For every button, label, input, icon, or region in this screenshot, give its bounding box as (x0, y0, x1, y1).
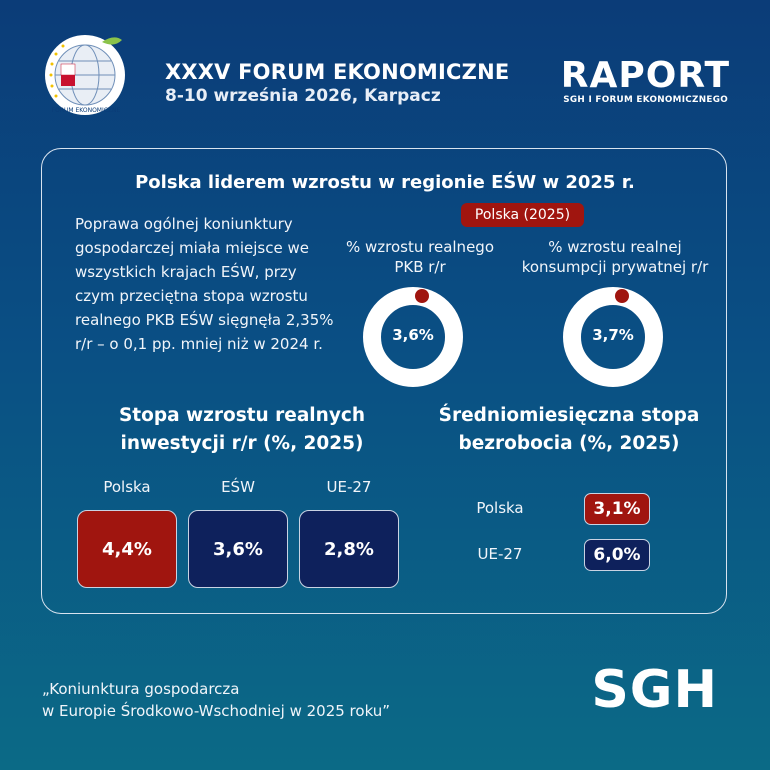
footer-quote: „Koniunktura gospodarcza w Europie Środk… (42, 678, 390, 722)
unemployment-title-line2: bezrobocia (%, 2025) (458, 433, 680, 454)
poland-badge: Polska (2025) (461, 203, 584, 227)
header: FORUM EKONOMICZNE XXXV FORUM EKONOMICZNE… (0, 0, 770, 140)
forum-ekonomiczne-globe-icon: FORUM EKONOMICZNE (45, 35, 125, 115)
gdp-donut (363, 287, 463, 387)
sgh-logo: SGH (591, 660, 718, 720)
footer-quote-line2: w Europie Środkowo-Wschodniej w 2025 rok… (42, 702, 391, 720)
consumption-label-line1: % wzrostu realnej (548, 238, 682, 256)
report-subtitle: SGH I FORUM EKONOMICZNEGO (563, 95, 728, 105)
card-title: Polska liderem wzrostu w regionie EŚW w … (135, 172, 635, 193)
investment-value-polska: 4,4% (77, 510, 177, 588)
investment-label-polska: Polska (103, 478, 151, 496)
intro-text: Poprawa ogólnej koniunktury gospodarczej… (75, 215, 334, 353)
footer-quote-line1: „Koniunktura gospodarcza (42, 680, 240, 698)
investment-value-esw: 3,6% (188, 510, 288, 588)
consumption-donut (563, 287, 663, 387)
unemployment-title: Średniomiesięczna stopa bezrobocia (%, 2… (419, 402, 719, 458)
report-title: RAPORT (560, 55, 730, 96)
investment-value-ue27: 2,8% (299, 510, 399, 588)
unemployment-value-ue27: 6,0% (584, 539, 650, 571)
investment-title: Stopa wzrostu realnych inwestycji r/r (%… (92, 402, 392, 458)
consumption-donut-ring (563, 287, 663, 387)
summary-card (41, 148, 727, 614)
unemployment-value-polska: 3,1% (584, 493, 650, 525)
consumption-donut-value: 3,7% (592, 326, 634, 344)
gdp-donut-marker (415, 289, 429, 303)
investment-title-line1: Stopa wzrostu realnych (118, 405, 366, 426)
gdp-donut-ring (363, 287, 463, 387)
gdp-label-line2: PKB r/r (394, 258, 446, 276)
unemployment-label-ue27: UE-27 (477, 545, 523, 563)
investment-label-esw: EŚW (221, 478, 255, 496)
investment-title-line2: inwestycji r/r (%, 2025) (120, 433, 364, 454)
event-date: 8-10 września 2026, Karpacz (165, 86, 441, 106)
gdp-donut-value: 3,6% (392, 326, 434, 344)
consumption-label-line2: konsumpcji prywatnej r/r (521, 258, 709, 276)
gdp-donut-label: % wzrostu realnego PKB r/r (330, 237, 510, 277)
consumption-donut-marker (615, 289, 629, 303)
event-title: XXXV FORUM EKONOMICZNE (165, 60, 510, 84)
unemployment-title-line1: Średniomiesięczna stopa (438, 405, 700, 426)
logo-caption: FORUM EKONOMICZNE (52, 107, 121, 114)
consumption-donut-label: % wzrostu realnej konsumpcji prywatnej r… (505, 237, 725, 277)
gdp-label-line1: % wzrostu realnego (345, 238, 494, 256)
investment-label-ue27: UE-27 (326, 478, 372, 496)
unemployment-label-polska: Polska (476, 499, 524, 517)
